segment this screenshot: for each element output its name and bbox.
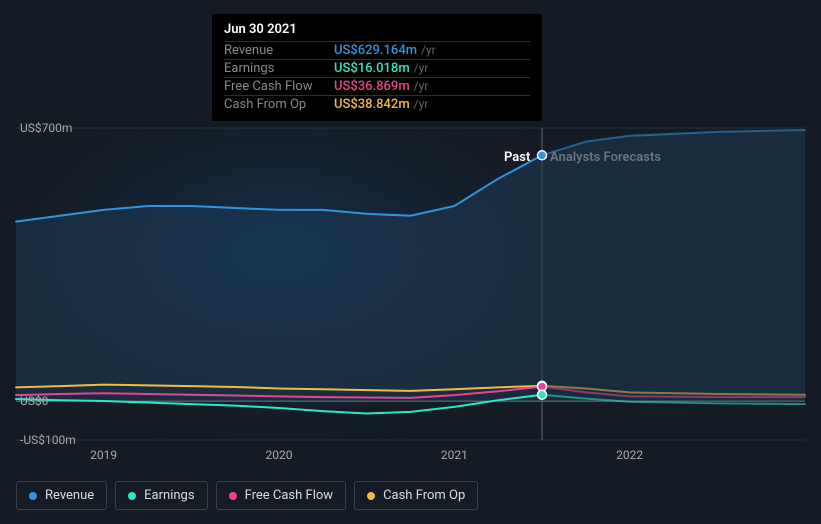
- chart-legend: Revenue Earnings Free Cash Flow Cash From O…: [16, 481, 478, 510]
- legend-item[interactable]: Revenue: [16, 481, 107, 510]
- tooltip-row: Free Cash FlowUS$36.869m/yr: [224, 77, 530, 95]
- legend-label: Cash From Op: [383, 488, 465, 503]
- tooltip-unit: /yr: [414, 61, 429, 75]
- tooltip-row: Cash From OpUS$38.842m/yr: [224, 95, 530, 113]
- tooltip-label: Earnings: [224, 61, 334, 76]
- tooltip-value: US$36.869m: [334, 79, 410, 94]
- legend-dot-icon: [128, 492, 136, 500]
- tooltip-label: Cash From Op: [224, 97, 334, 112]
- tooltip-unit: /yr: [421, 43, 436, 57]
- legend-item[interactable]: Cash From Op: [354, 481, 478, 510]
- era-label-forecast: Analysts Forecasts: [550, 150, 661, 165]
- tooltip-date: Jun 30 2021: [224, 22, 530, 37]
- x-axis-label: 2019: [90, 448, 117, 462]
- tooltip-label: Revenue: [224, 43, 334, 58]
- legend-dot-icon: [29, 492, 37, 500]
- tooltip-value: US$38.842m: [334, 97, 410, 112]
- tooltip-row: EarningsUS$16.018m/yr: [224, 59, 530, 77]
- tooltip-value: US$16.018m: [334, 61, 410, 76]
- era-label-past: Past: [504, 150, 530, 165]
- legend-dot-icon: [367, 492, 375, 500]
- y-axis-label: US$700m: [20, 121, 72, 135]
- legend-item[interactable]: Earnings: [115, 481, 207, 510]
- legend-dot-icon: [229, 492, 237, 500]
- tooltip-row: RevenueUS$629.164m/yr: [224, 41, 530, 59]
- financials-chart[interactable]: US$700m US$0 -US$100m 2019 2020 2021 2022 Past A…: [16, 120, 805, 464]
- legend-label: Free Cash Flow: [245, 488, 333, 503]
- tooltip-unit: /yr: [414, 79, 429, 93]
- x-axis-label: 2021: [441, 448, 468, 462]
- tooltip-value: US$629.164m: [334, 43, 417, 58]
- hover-tooltip: Jun 30 2021 RevenueUS$629.164m/yrEarning…: [212, 14, 542, 121]
- y-axis-label: -US$100m: [20, 433, 76, 447]
- legend-label: Earnings: [144, 488, 194, 503]
- y-axis-label: US$0: [20, 394, 48, 408]
- tooltip-label: Free Cash Flow: [224, 79, 334, 94]
- x-axis-label: 2020: [266, 448, 293, 462]
- legend-item[interactable]: Free Cash Flow: [216, 481, 346, 510]
- legend-label: Revenue: [45, 488, 94, 503]
- tooltip-unit: /yr: [414, 97, 429, 111]
- x-axis-label: 2022: [616, 448, 643, 462]
